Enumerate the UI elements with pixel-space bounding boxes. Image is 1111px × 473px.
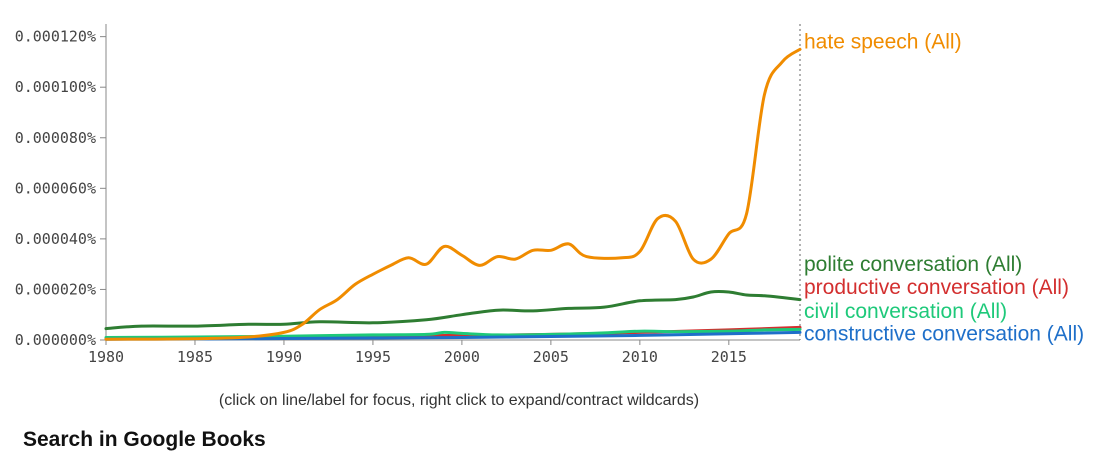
series-line-hate-speech[interactable] — [104, 47, 802, 341]
x-tick-label: 1985 — [177, 348, 213, 366]
series-line-civil-conversation[interactable] — [104, 327, 802, 339]
x-tick-label: 2015 — [711, 348, 747, 366]
chart-series-lines[interactable] — [104, 47, 802, 341]
x-tick-label: 1990 — [266, 348, 302, 366]
x-tick-label: 1980 — [88, 348, 124, 366]
chart-axes: 0.000000% 0.000020% 0.000040% 0.000060% 0.00… — [15, 24, 801, 366]
chart-hint: (click on line/label for focus, right cl… — [218, 392, 700, 409]
x-tick-label: 2000 — [444, 348, 480, 366]
y-tick-label: 0.000100% — [15, 78, 96, 96]
x-tick-label: 1995 — [355, 348, 391, 366]
series-label-polite-conversation[interactable]: polite conversation (All) — [804, 253, 1022, 276]
search-google-books-link[interactable]: Search in Google Books — [23, 428, 266, 451]
series-line-polite-conversation[interactable] — [104, 289, 802, 331]
y-tick-label: 0.000020% — [15, 280, 96, 298]
chart-series-labels[interactable]: hate speech (All) polite conversation (Al… — [804, 31, 1084, 346]
y-tick-label: 0.000080% — [15, 129, 96, 147]
series-label-productive-conversation[interactable]: productive conversation (All) — [804, 276, 1069, 299]
series-label-civil-conversation[interactable]: civil conversation (All) — [804, 300, 1007, 323]
y-tick-label: 0.000040% — [15, 230, 96, 248]
y-tick-label: 0.000060% — [15, 179, 96, 197]
y-tick-label: 0.000000% — [15, 331, 96, 349]
ngram-chart: 0.000000% 0.000020% 0.000040% 0.000060% 0.00… — [15, 24, 1084, 366]
y-tick-label: 0.000120% — [15, 28, 96, 46]
series-label-constructive-conversation[interactable]: constructive conversation (All) — [804, 323, 1084, 346]
series-label-hate-speech[interactable]: hate speech (All) — [804, 31, 962, 54]
x-tick-label: 2010 — [622, 348, 658, 366]
x-tick-label: 2005 — [533, 348, 569, 366]
